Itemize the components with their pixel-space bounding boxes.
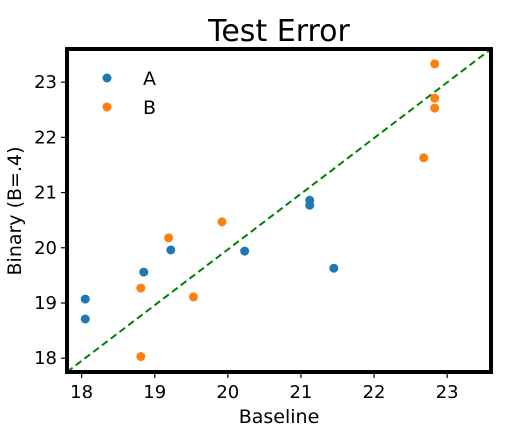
x-tick-label: 18 — [70, 382, 93, 403]
x-tick-label: 19 — [143, 382, 166, 403]
point-b-4 — [217, 217, 227, 227]
x-axis-label: Baseline — [239, 406, 320, 428]
legend-label-a: A — [143, 68, 156, 90]
point-b-6 — [430, 59, 440, 69]
legend: AB — [102, 68, 156, 119]
point-a-3 — [166, 245, 176, 255]
x-tick-label: 22 — [363, 382, 386, 403]
point-a-6 — [305, 200, 315, 210]
legend-marker-b — [102, 102, 112, 112]
axis-ticks: 18 19 20 21 22 23 18 19 20 21 22 23 — [34, 72, 458, 403]
x-tick-label: 21 — [289, 382, 312, 403]
point-a-1 — [80, 314, 90, 324]
y-axis-label: Binary (B=.4) — [4, 146, 26, 275]
point-b-7 — [430, 93, 440, 103]
point-b-5 — [419, 153, 429, 163]
point-a-4 — [240, 246, 250, 256]
point-b-3 — [188, 292, 198, 302]
y-tick-label: 21 — [34, 183, 57, 204]
y-tick-label: 20 — [34, 238, 57, 259]
legend-marker-a — [102, 73, 112, 83]
y-tick-label: 18 — [34, 348, 57, 369]
chart-title: Test Error — [207, 14, 350, 49]
reference-line — [66, 48, 492, 373]
plot-area — [66, 48, 492, 373]
y-tick-label: 23 — [34, 72, 57, 93]
point-a-7 — [329, 263, 339, 273]
plot-frame — [65, 47, 493, 374]
legend-label-b: B — [143, 97, 156, 119]
y-tick-label: 19 — [34, 293, 57, 314]
y-tick-label: 22 — [34, 127, 57, 148]
point-a-2 — [139, 267, 149, 277]
point-b-8 — [430, 103, 440, 113]
x-tick-label: 23 — [436, 382, 459, 403]
x-tick-label: 20 — [216, 382, 239, 403]
point-b-1 — [136, 283, 146, 293]
point-b-2 — [164, 233, 174, 243]
point-b-0 — [136, 352, 146, 362]
point-a-0 — [80, 294, 90, 304]
